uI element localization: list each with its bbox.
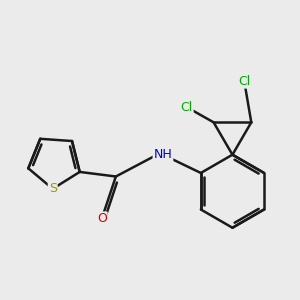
Text: Cl: Cl	[238, 75, 250, 88]
Text: NH: NH	[154, 148, 172, 161]
Text: S: S	[49, 182, 57, 195]
Text: O: O	[97, 212, 106, 225]
Text: Cl: Cl	[180, 100, 193, 113]
